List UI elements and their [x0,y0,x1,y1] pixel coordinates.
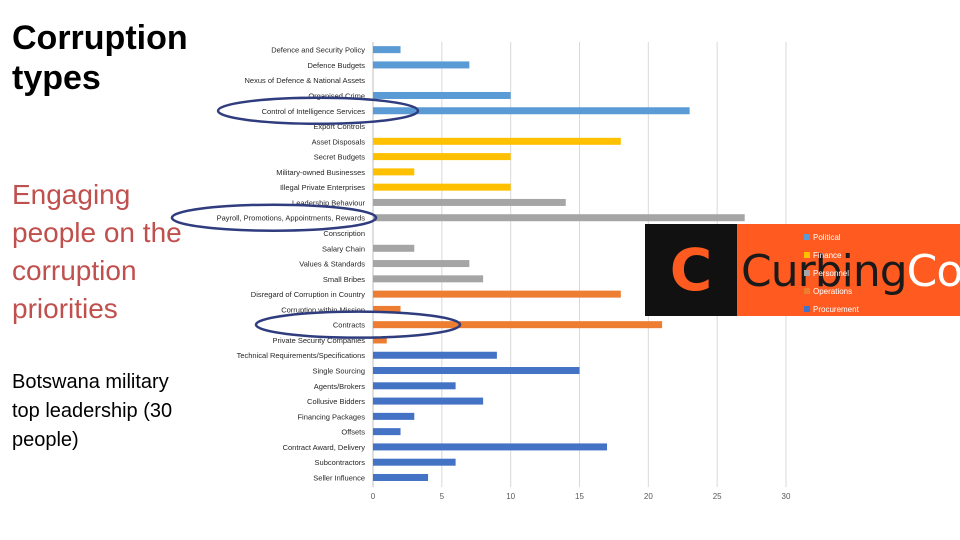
chart-legend: Political Finance Personnel Operations Procu… [804,228,859,318]
logo-mark-letter: C [669,236,713,304]
category-label: Control of Intelligence Services [262,107,366,116]
legend-item: Personnel [804,264,859,282]
bar [373,367,580,375]
highlight-ellipse [170,203,378,232]
bar [373,168,415,176]
bar [373,107,690,115]
bar [373,275,484,283]
slide-subtitle: Engaging people on the corruption priori… [12,179,182,324]
legend-item: Procurement [804,300,859,318]
bar [373,61,470,69]
curbing-corruption-logo: C CurbingCorru [645,224,960,316]
category-label: Organised Crime [308,91,365,100]
x-tick-label: 20 [644,492,653,501]
category-label: Single Sourcing [312,367,365,376]
category-label: Seller Influence [313,473,365,482]
legend-swatch [804,288,810,294]
category-label: Conscription [323,229,365,238]
highlight-ellipse [254,310,462,339]
legend-swatch [804,252,810,258]
bar [373,214,745,222]
logo-text-dark: Curbing [741,246,908,297]
category-label: Export Controls [313,122,365,131]
logo-wordmark: CurbingCorru [741,246,960,297]
bar [373,198,566,206]
slide-title: Corruption types [12,19,188,97]
category-label: Corruption within Mission [281,305,365,314]
x-tick-label: 10 [506,492,515,501]
logo-text-light: Corru [906,246,960,297]
category-label: Values & Standards [299,260,365,269]
category-label: Subcontractors [315,458,366,467]
category-label: Defence and Security Policy [271,46,365,55]
x-tick-label: 30 [782,492,791,501]
category-label: Private Security Companies [272,336,365,345]
slide-note: Botswana military top leadership (30 peo… [12,371,173,451]
category-label: Contracts [333,321,365,330]
x-tick-label: 5 [440,492,445,501]
legend-label: Personnel [813,268,850,278]
bar [373,91,511,99]
legend-item: Operations [804,282,859,300]
bar [373,244,415,252]
category-label: Payroll, Promotions, Appointments, Rewar… [217,214,366,223]
x-tick-label: 25 [713,492,722,501]
bar [373,458,456,466]
bar [373,397,484,405]
legend-item: Political [804,228,859,246]
legend-label: Political [813,232,841,242]
highlight-ellipse [216,96,420,126]
category-label: Contract Award, Delivery [283,443,366,452]
legend-label: Finance [813,250,842,260]
logo-c-icon: C [645,224,737,316]
category-label: Small Bribes [323,275,365,284]
category-label: Nexus of Defence & National Assets [245,76,366,85]
legend-swatch [804,234,810,240]
bar [373,153,511,161]
bar [373,412,415,420]
category-label: Military-owned Businesses [276,168,365,177]
bar [373,305,401,313]
category-label: Asset Disposals [312,137,366,146]
bar [373,351,497,359]
bar [373,473,429,481]
category-label: Financing Packages [297,412,365,421]
category-label: Illegal Private Enterprises [280,183,365,192]
bar [373,382,456,390]
category-label: Secret Budgets [314,153,366,162]
bar [373,428,401,436]
legend-item: Finance [804,246,859,264]
bar [373,183,511,191]
bar [373,137,621,145]
legend-swatch [804,270,810,276]
category-label: Salary Chain [322,244,365,253]
bar [373,46,401,54]
legend-label: Procurement [813,304,859,314]
bar [373,443,608,451]
legend-label: Operations [813,286,853,296]
x-tick-label: 15 [575,492,584,501]
category-label: Leadership Behaviour [292,198,365,207]
category-label: Collusive Bidders [307,397,365,406]
bar [373,336,387,344]
category-label: Agents/Brokers [314,382,366,391]
bar [373,321,663,329]
category-label: Technical Requirements/Specifications [237,351,366,360]
category-label: Offsets [341,428,365,437]
x-tick-label: 0 [371,492,376,501]
bar [373,260,470,268]
category-label: Disregard of Corruption in Country [251,290,365,299]
bar [373,290,621,298]
category-label: Defence Budgets [307,61,365,70]
legend-swatch [804,306,810,312]
